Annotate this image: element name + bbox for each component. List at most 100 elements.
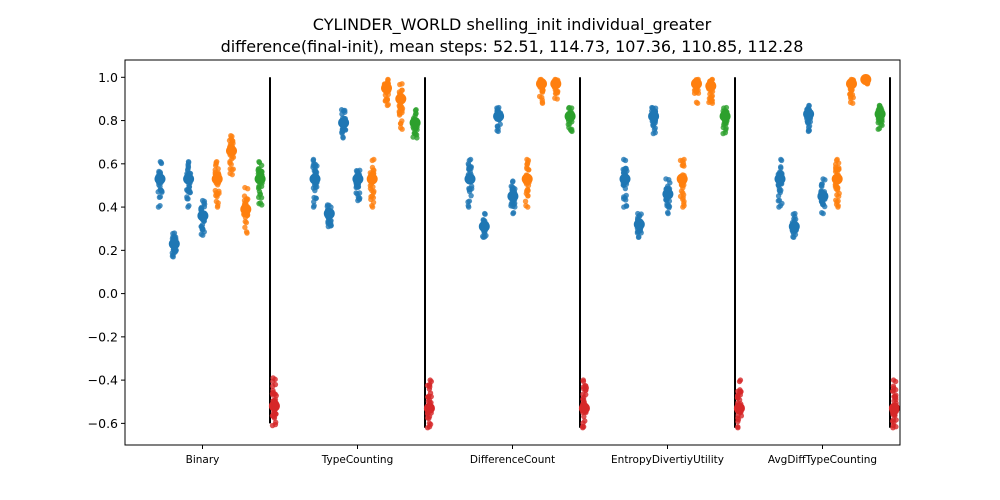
mean-point	[676, 173, 688, 185]
sample-point	[256, 194, 262, 201]
mean-point	[268, 400, 280, 412]
mean-point	[846, 78, 857, 90]
sample-point	[891, 419, 897, 426]
sample-point	[522, 198, 529, 205]
sample-point	[735, 424, 741, 430]
mean-point	[197, 210, 209, 222]
sample-point	[479, 233, 486, 240]
sample-point	[536, 93, 543, 100]
sample-point	[185, 188, 192, 195]
mean-point	[633, 218, 645, 230]
sample-point	[835, 160, 842, 166]
sample-point	[428, 393, 434, 400]
x-category-label: TypeCounting	[321, 454, 394, 466]
sample-point	[792, 216, 799, 222]
sample-point	[213, 198, 220, 205]
sample-point	[664, 209, 671, 216]
sample-point	[695, 90, 702, 96]
sample-point	[369, 164, 376, 171]
mean-point	[719, 110, 731, 122]
sample-point	[243, 229, 250, 235]
sample-point	[523, 188, 530, 194]
sample-point	[158, 187, 164, 194]
sample-point	[370, 184, 376, 190]
sample-point	[512, 204, 518, 210]
sample-point	[693, 99, 700, 105]
sample-point	[272, 391, 278, 397]
sample-point	[680, 194, 686, 201]
sample-point	[468, 192, 474, 199]
mean-point	[478, 221, 490, 233]
sample-point	[412, 113, 418, 119]
sample-point	[212, 162, 219, 169]
sample-point	[354, 168, 361, 174]
y-tick-label: 0.2	[98, 243, 118, 258]
sample-point	[778, 157, 785, 164]
sample-point	[157, 194, 164, 200]
sample-point	[311, 194, 317, 201]
sample-point	[353, 184, 359, 191]
sample-point	[738, 389, 744, 395]
mean-point	[888, 402, 900, 414]
sample-point	[272, 381, 279, 388]
sample-point	[566, 105, 572, 111]
sample-point	[357, 195, 363, 201]
mean-point	[168, 238, 180, 250]
sample-point	[256, 183, 262, 190]
sample-point	[819, 210, 825, 216]
mean-point	[240, 203, 252, 215]
sample-point	[157, 202, 163, 209]
sample-point	[353, 190, 359, 196]
sample-point	[397, 124, 404, 131]
sample-point	[186, 202, 192, 209]
sample-point	[847, 99, 854, 105]
sample-point	[580, 423, 586, 430]
mean-point	[352, 173, 364, 185]
y-tick-label: −0.6	[88, 416, 118, 431]
sample-point	[244, 185, 251, 192]
mean-point	[803, 108, 815, 120]
sample-point	[679, 162, 686, 169]
sample-point	[467, 186, 473, 193]
mean-point	[662, 188, 674, 200]
sample-point	[525, 193, 531, 199]
sample-point	[369, 157, 375, 164]
y-tick-label: 0.6	[98, 156, 118, 171]
sample-point	[510, 210, 517, 216]
sample-point	[792, 231, 799, 238]
sample-point	[779, 200, 785, 207]
sample-point	[185, 164, 192, 170]
sample-point	[257, 200, 264, 206]
sample-point	[466, 198, 473, 204]
sample-point	[892, 378, 899, 385]
sample-point	[242, 218, 248, 225]
sample-point	[524, 166, 530, 172]
mean-point	[536, 78, 547, 90]
mean-point	[254, 173, 266, 185]
mean-point	[619, 173, 631, 185]
sample-point	[834, 185, 841, 191]
y-tick-label: −0.2	[88, 329, 118, 344]
mean-point	[521, 173, 533, 185]
mean-point	[338, 117, 350, 129]
x-category-label: AvgDiffTypeCounting	[768, 454, 877, 466]
x-category-label: Binary	[186, 454, 220, 466]
mean-point	[831, 173, 843, 185]
sample-point	[245, 196, 251, 202]
sample-point	[412, 131, 419, 137]
sample-point	[691, 90, 698, 96]
sample-point	[230, 166, 236, 172]
sample-point	[158, 160, 165, 167]
sample-point	[565, 121, 571, 128]
sample-point	[369, 193, 376, 199]
sample-point	[583, 387, 589, 393]
mean-point	[183, 173, 195, 185]
sample-point	[892, 393, 898, 399]
sample-point	[580, 378, 587, 385]
sample-point	[242, 224, 248, 231]
mean-point	[788, 221, 800, 233]
sample-point	[622, 197, 629, 203]
mean-point	[464, 173, 476, 185]
